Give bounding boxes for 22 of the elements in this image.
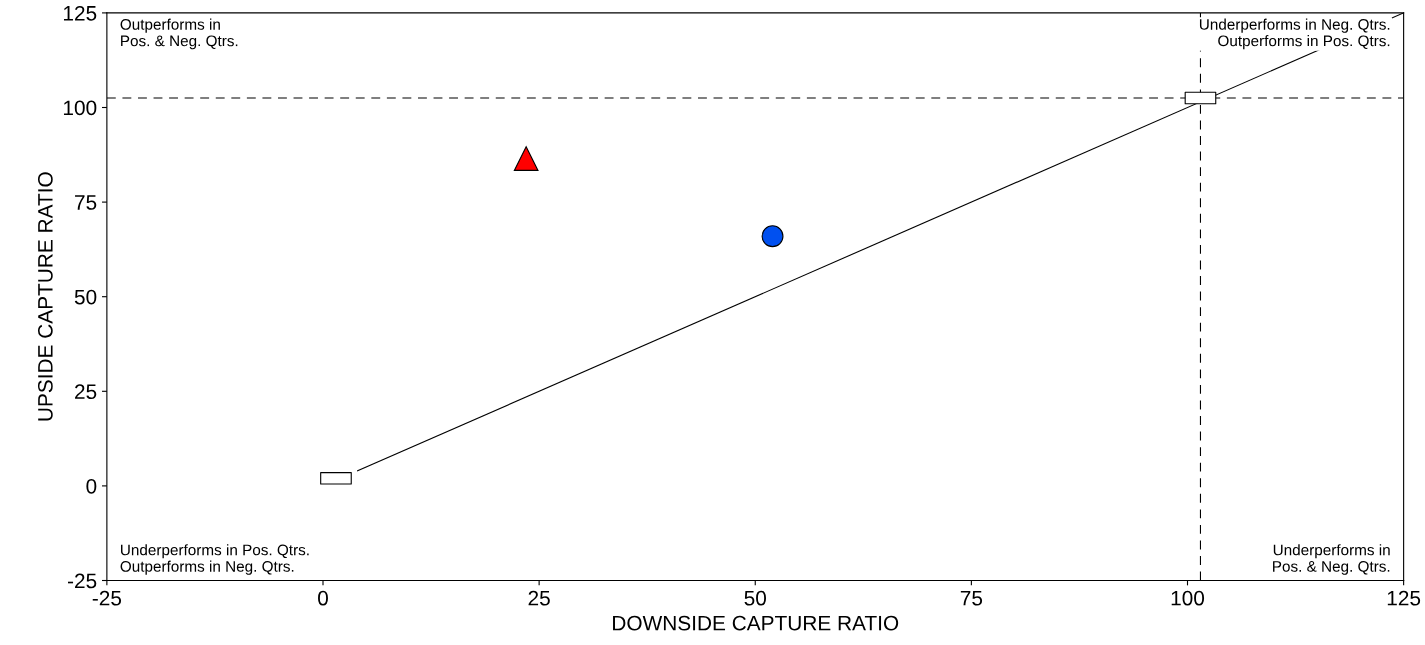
x-tick-label: -25 [92, 590, 122, 606]
y-tick-label: 100 [63, 100, 97, 116]
x-axis-title: DOWNSIDE CAPTURE RATIO [613, 615, 899, 631]
annotation: Underperforms in Pos. Qtrs. Outperforms in Neg. Qtrs. [120, 544, 309, 575]
x-tick-label: 25 [528, 590, 550, 606]
y-tick-label: 125 [63, 5, 97, 21]
x-tick-label: 0 [318, 590, 328, 606]
y-tick-label: 50 [74, 289, 97, 305]
x-tick-label: 125 [1387, 590, 1421, 606]
y-tick-label: -25 [67, 573, 97, 589]
x-tick-label: 50 [744, 590, 767, 606]
annotation: Underperforms in Pos. & Neg. Qtrs. [1273, 544, 1390, 575]
annotation: Outperforms in Pos. & Neg. Qtrs. [120, 18, 238, 50]
x-tick-label: 75 [960, 590, 983, 606]
y-tick-label: 0 [86, 478, 97, 494]
point [761, 225, 784, 248]
annotation: Underperforms in Neg. Qtrs. Outperforms in Pos. Qtrs. [1199, 18, 1390, 50]
y-axis-title: UPSIDE CAPTURE RATIO [37, 172, 53, 421]
point [513, 146, 539, 171]
y-tick-label: 75 [75, 195, 97, 210]
x-tick-label: 100 [1171, 590, 1205, 606]
y-tick-label: 25 [75, 384, 97, 400]
